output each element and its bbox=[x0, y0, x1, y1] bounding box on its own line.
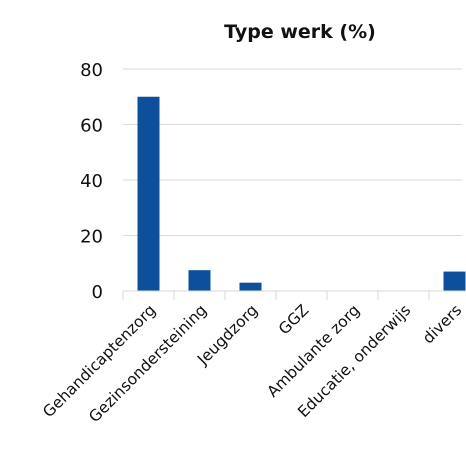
y-tick-label: 80 bbox=[80, 60, 103, 81]
y-tick-label: 20 bbox=[80, 227, 103, 248]
x-axis-tick-labels: GehandicaptenzorgGezinsondersteiningJeug… bbox=[39, 301, 465, 426]
bar bbox=[137, 96, 160, 291]
x-tick-label: divers bbox=[419, 301, 465, 347]
y-tick-label: 60 bbox=[80, 116, 103, 137]
chart-title: Type werk (%) bbox=[224, 21, 376, 43]
y-tick-label: 40 bbox=[80, 171, 103, 192]
bar bbox=[188, 270, 211, 291]
y-tick-label: 0 bbox=[92, 282, 103, 303]
y-axis-tick-labels: 0 20 40 60 80 bbox=[80, 60, 103, 303]
gridlines bbox=[123, 68, 462, 236]
x-axis bbox=[122, 290, 466, 300]
bars bbox=[137, 96, 466, 291]
bar bbox=[239, 282, 262, 291]
x-tick-label: GGZ bbox=[275, 301, 312, 338]
x-tick-label: Ambulante zorg bbox=[264, 301, 364, 401]
bar bbox=[443, 271, 466, 291]
